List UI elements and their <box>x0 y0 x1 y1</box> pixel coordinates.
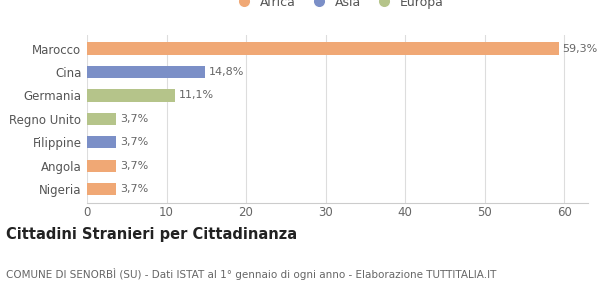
Text: COMUNE DI SENORBÌ (SU) - Dati ISTAT al 1° gennaio di ogni anno - Elaborazione TU: COMUNE DI SENORBÌ (SU) - Dati ISTAT al 1… <box>6 269 496 280</box>
Bar <box>87 42 559 55</box>
Bar <box>87 160 116 172</box>
Text: 3,7%: 3,7% <box>121 114 149 124</box>
Text: 3,7%: 3,7% <box>121 161 149 171</box>
Legend: Africa, Asia, Europa: Africa, Asia, Europa <box>226 0 449 14</box>
Bar <box>87 113 116 125</box>
Text: 14,8%: 14,8% <box>209 67 244 77</box>
Bar <box>87 183 116 195</box>
Bar <box>87 136 116 148</box>
Bar <box>87 89 175 101</box>
Text: 59,3%: 59,3% <box>563 44 598 54</box>
Text: 3,7%: 3,7% <box>121 184 149 194</box>
Text: 3,7%: 3,7% <box>121 137 149 147</box>
Bar <box>87 66 205 78</box>
Text: 11,1%: 11,1% <box>179 90 214 100</box>
Text: Cittadini Stranieri per Cittadinanza: Cittadini Stranieri per Cittadinanza <box>6 227 297 242</box>
